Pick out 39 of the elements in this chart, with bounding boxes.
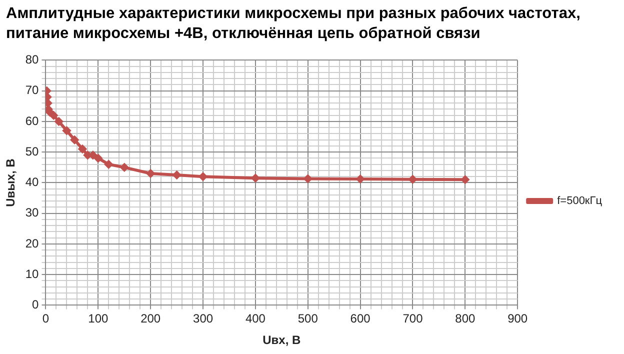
point	[356, 175, 364, 184]
point	[54, 117, 63, 126]
x-tick-label: 700	[402, 312, 424, 326]
point	[172, 171, 181, 180]
x-tick-label: 100	[88, 312, 109, 326]
x-axis-title: Uвх, В	[262, 333, 302, 348]
y-tick-label: 20	[25, 236, 40, 250]
x-tick-label: 0	[42, 312, 50, 326]
y-axis-title: Uвых, В	[4, 158, 18, 207]
x-tick-label: 200	[140, 312, 161, 326]
point	[50, 111, 58, 120]
legend-label: f=500кГц	[557, 195, 603, 208]
point	[146, 170, 155, 178]
y-tick-label: 0	[32, 298, 40, 312]
x-tick-label: 400	[245, 312, 266, 326]
y-tick-label: 30	[25, 206, 40, 220]
x-tick-label: 800	[455, 312, 476, 326]
x-tick-label: 500	[298, 312, 318, 326]
point	[304, 174, 312, 183]
chart-title: Амплитудные характеристики микросхемы при разных рабочих частотах, питание микросхемы +4В, отключённая цепь обратной связи	[6, 4, 582, 44]
y-tick-label: 80	[25, 52, 40, 67]
y-tick-label: 50	[25, 144, 40, 158]
x-tick-label: 600	[350, 312, 371, 326]
point	[78, 145, 86, 154]
point	[104, 160, 113, 168]
y-tick-label: 10	[25, 266, 40, 281]
y-tick-label: 70	[25, 83, 40, 98]
point	[120, 163, 128, 172]
point	[62, 126, 71, 135]
point	[94, 154, 102, 162]
point	[199, 172, 208, 181]
point	[251, 174, 260, 182]
x-tick-label: 300	[193, 312, 214, 326]
y-tick-label: 60	[25, 114, 40, 128]
point	[461, 176, 470, 184]
y-tick-label: 40	[25, 175, 40, 190]
point	[70, 136, 79, 144]
point	[408, 175, 417, 184]
x-tick-label: 900	[508, 312, 528, 326]
